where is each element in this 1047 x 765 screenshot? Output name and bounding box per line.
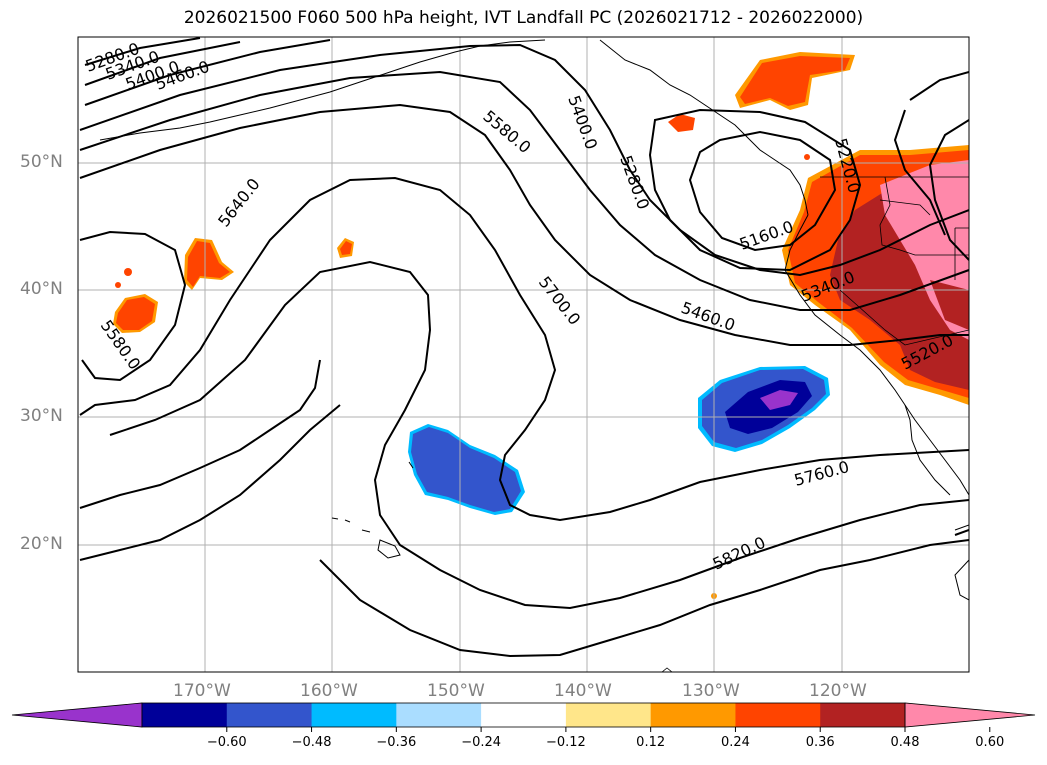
map-background (78, 37, 969, 672)
lat-label: 40°N (20, 279, 63, 299)
lat-label: 50°N (20, 152, 63, 172)
colorbar-cell (650, 703, 736, 727)
coastline-fragment (661, 667, 673, 672)
colorbar-extend-max (904, 702, 1036, 728)
coastlines (99, 39, 969, 601)
colorbar-cell (481, 703, 567, 727)
lon-label: 170°W (173, 681, 231, 701)
colorbar-tick-label: −0.24 (461, 735, 502, 750)
colorbar-cell (226, 703, 313, 727)
colorbar-tick-label: 0.24 (720, 735, 750, 750)
colorbar-cell (396, 703, 482, 727)
political-borders (820, 176, 969, 346)
lon-label: 120°W (809, 681, 867, 701)
colorbar-cell (820, 703, 906, 727)
colorbar-cell (311, 703, 397, 727)
lon-label: 130°W (682, 681, 740, 701)
lon-label: 160°W (300, 681, 358, 701)
lat-label: 30°N (20, 406, 63, 426)
lon-label: 140°W (554, 681, 612, 701)
colorbar-tick-label: −0.60 (206, 735, 247, 750)
map-frame (77, 36, 970, 673)
colorbar-cell (565, 703, 652, 727)
lon-label: 150°W (427, 681, 485, 701)
colorbar-tick-label: 0.36 (805, 735, 835, 750)
colorbar-extend-min (11, 702, 143, 728)
colorbar-tick-label: 0.48 (890, 735, 920, 750)
colorbar-tick-label: 0.12 (636, 735, 666, 750)
colorbar (11, 702, 1036, 732)
ivt-negative-field (408, 366, 830, 515)
colorbar-tick-label: −0.12 (545, 735, 586, 750)
colorbar-cell (142, 703, 228, 727)
colorbar-tick-label: 0.60 (975, 735, 1005, 750)
colorbar-tick-label: −0.48 (291, 735, 332, 750)
lat-label: 20°N (20, 534, 63, 554)
height-contours (79, 37, 969, 658)
colorbar-cell (735, 703, 821, 727)
map-title: 2026021500 F060 500 hPa height, IVT Land… (183, 8, 864, 28)
colorbar-tick-label: −0.36 (376, 735, 417, 750)
colorbar-outline (141, 702, 906, 728)
